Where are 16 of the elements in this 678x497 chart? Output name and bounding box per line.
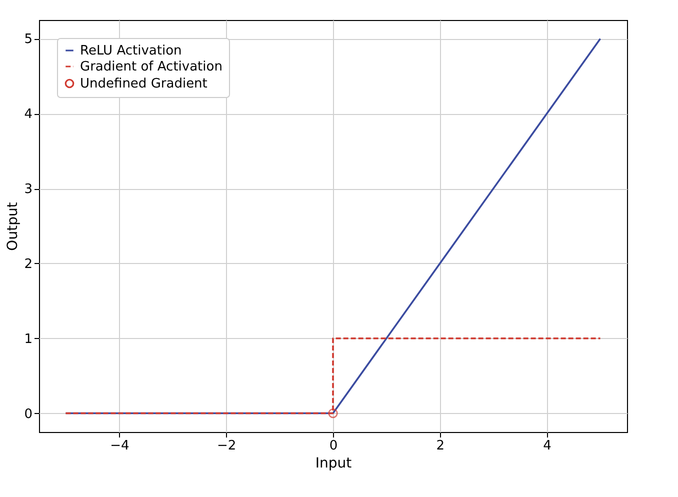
- x-tick-label: 2: [436, 438, 445, 454]
- x-tick-label: 0: [329, 438, 338, 454]
- x-axis-title: Input: [315, 456, 352, 472]
- y-tick-label: 4: [24, 107, 32, 122]
- legend-label: Undefined Gradient: [80, 76, 208, 92]
- x-tick-label: 4: [543, 438, 552, 454]
- y-tick-label: 5: [24, 32, 32, 48]
- y-tick-label: 3: [24, 182, 32, 198]
- legend-label: ReLU Activation: [80, 44, 182, 58]
- x-tick-label: −2: [217, 438, 236, 454]
- y-axis-title: Output: [5, 202, 22, 251]
- y-tick-label: 2: [24, 256, 32, 272]
- legend-label: Gradient of Activation: [80, 60, 222, 74]
- y-tick-label: 0: [24, 406, 32, 422]
- y-tick-label: 1: [24, 332, 32, 347]
- x-tick-label: −4: [110, 438, 130, 454]
